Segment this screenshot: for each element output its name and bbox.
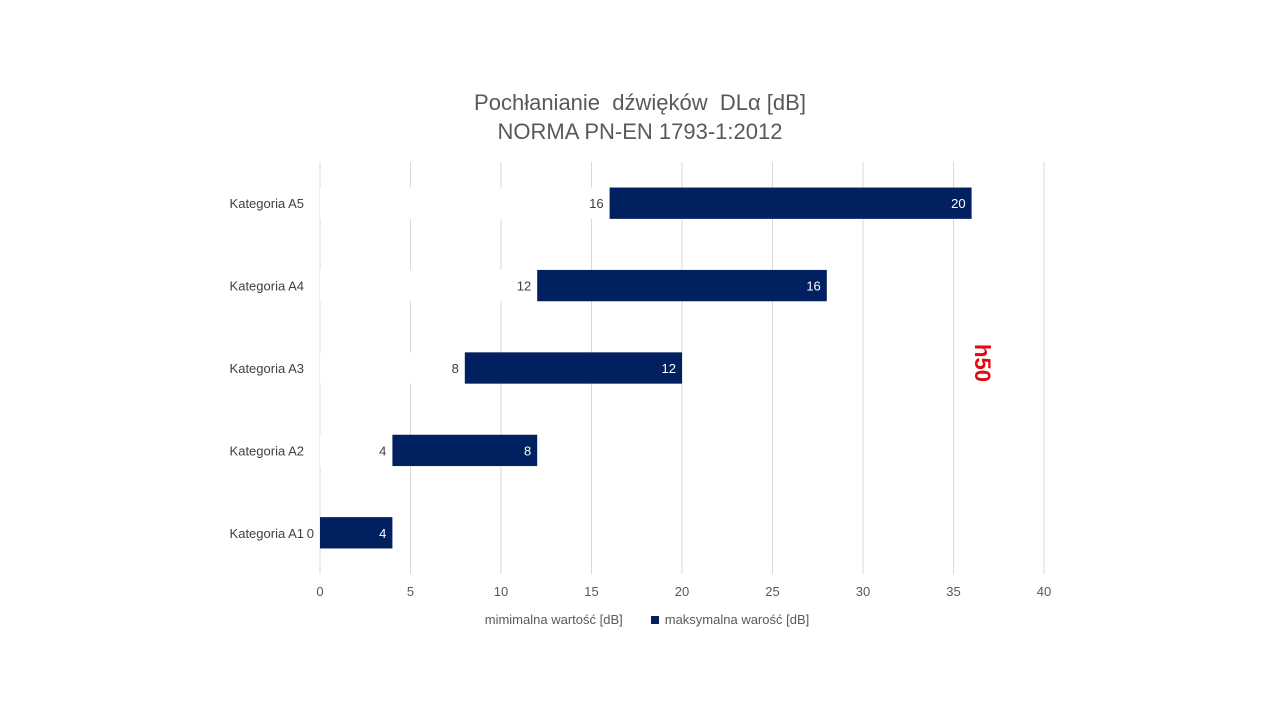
legend-label-min: mimimalna wartość [dB] — [484, 612, 623, 627]
data-label-s1-c4: 20 — [951, 196, 965, 211]
legend-swatch-max — [650, 615, 659, 624]
data-label-s0-c1: 4 — [379, 443, 386, 458]
x-tick-label-7: 35 — [946, 584, 960, 599]
legend-item-min: mimimalna wartość [dB] — [470, 612, 623, 627]
bar-s0-c1 — [320, 434, 393, 467]
x-tick-label-8: 40 — [1037, 584, 1051, 599]
value-axis: 0 5 10 15 20 25 30 35 40 — [316, 584, 1051, 599]
category-label-0: Kategoria A1 — [230, 526, 304, 541]
category-axis: Kategoria A1 Kategoria A2 Kategoria A3 Kate… — [230, 196, 304, 541]
chart-title: Pochłanianie dźwięków DLα [dB] NORMA PN-… — [0, 88, 1280, 146]
x-tick-label-0: 0 — [316, 584, 323, 599]
chart-title-line-2: NORMA PN-EN 1793-1:2012 — [497, 119, 783, 144]
category-label-4: Kategoria A5 — [230, 196, 304, 211]
data-labels: 0 4 4 8 8 12 12 16 16 20 — [307, 196, 966, 541]
bar-s0-c2 — [320, 352, 465, 384]
bar-s1-c1 — [392, 434, 538, 467]
data-label-s0-c2: 8 — [452, 361, 459, 376]
x-tick-label-6: 30 — [856, 584, 870, 599]
x-tick-label-2: 10 — [494, 584, 508, 599]
legend-item-max: maksymalna warość [dB] — [650, 612, 810, 627]
category-label-2: Kategoria A3 — [230, 361, 304, 376]
x-tick-label-1: 5 — [407, 584, 414, 599]
x-tick-label-5: 25 — [765, 584, 779, 599]
data-label-s0-c4: 16 — [589, 196, 603, 211]
data-label-s1-c2: 12 — [662, 361, 676, 376]
bars — [320, 187, 972, 549]
bar-s1-c3 — [537, 269, 827, 302]
data-label-s1-c1: 8 — [524, 443, 531, 458]
x-tick-label-3: 15 — [584, 584, 598, 599]
legend: mimimalna wartość [dB] maksymalna warość… — [0, 612, 1280, 627]
bar-s1-c2 — [464, 352, 682, 384]
x-tick-label-4: 20 — [675, 584, 689, 599]
chart-title-line-1: Pochłanianie dźwięków DLα [dB] — [474, 90, 806, 115]
data-label-s0-c0: 0 — [307, 526, 314, 541]
bar-s1-c4 — [609, 187, 972, 219]
legend-label-max: maksymalna warość [dB] — [664, 612, 810, 627]
category-label-3: Kategoria A4 — [230, 279, 304, 294]
bar-s0-c4 — [320, 187, 610, 219]
watermark-logo: h50 — [970, 344, 995, 382]
bar-s1-c0 — [320, 517, 393, 549]
data-label-s1-c0: 4 — [379, 526, 386, 541]
legend-swatch-min — [470, 615, 479, 624]
data-label-s1-c3: 16 — [806, 279, 820, 294]
bar-s0-c3 — [320, 269, 538, 302]
category-label-1: Kategoria A2 — [230, 443, 304, 458]
data-label-s0-c3: 12 — [517, 279, 531, 294]
